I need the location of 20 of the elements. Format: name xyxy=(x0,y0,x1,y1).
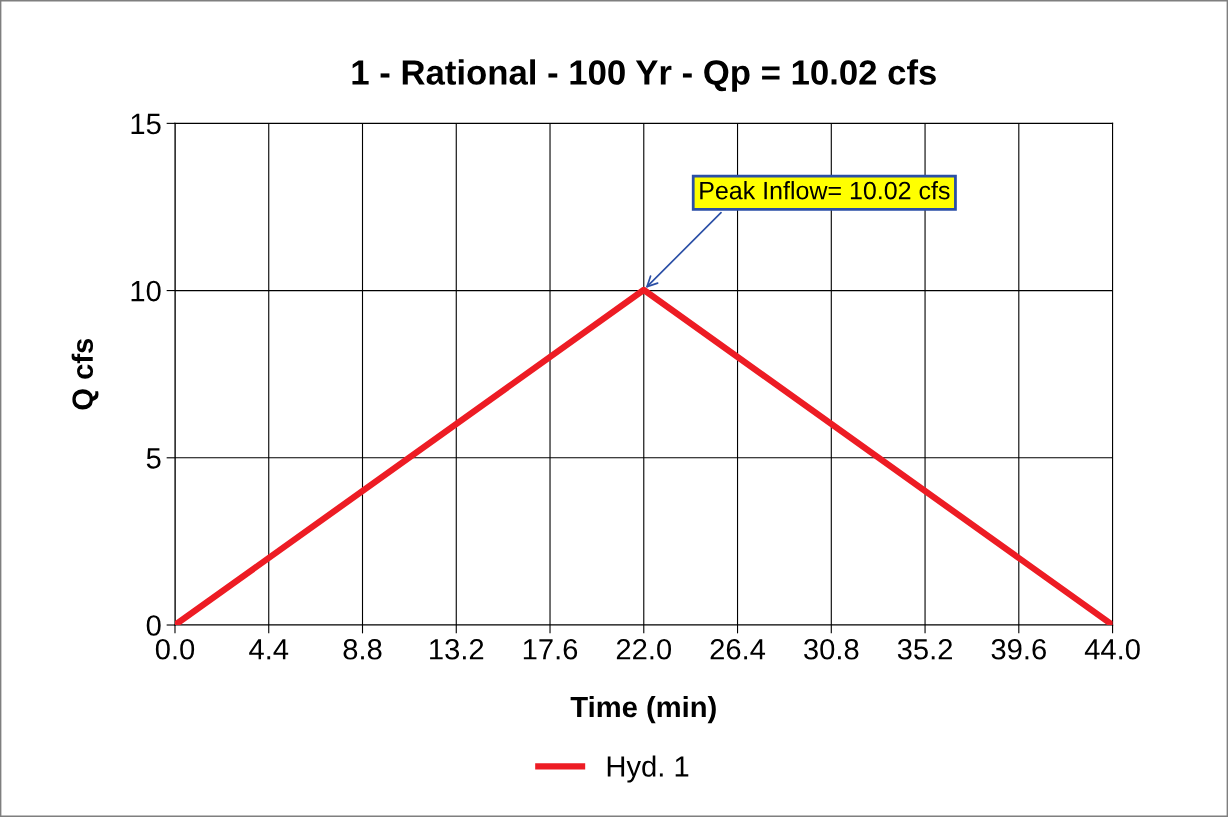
x-tick-label: 13.2 xyxy=(430,638,484,660)
x-tick-label: 26.4 xyxy=(710,638,766,660)
annotation: Peak Inflow= 10.02 cfs xyxy=(700,181,950,200)
y-tick-label: 0 xyxy=(146,615,161,636)
legend-label: Hyd. 1 xyxy=(607,755,689,783)
x-tick-label: 22.0 xyxy=(616,638,672,660)
chart-title: 1 - Rational - 100 Yr - Qp = 10.02 cfs xyxy=(352,59,936,92)
x-tick-label: 8.8 xyxy=(343,638,382,660)
x-tick-label: 30.8 xyxy=(804,638,859,660)
x-tick-label: 35.2 xyxy=(897,638,952,660)
x-tick-label: 0.0 xyxy=(155,638,195,660)
y-tick-label: 10 xyxy=(131,280,161,302)
x-axis-title: Time (min) xyxy=(570,695,716,724)
y-tick-label: 15 xyxy=(131,113,161,135)
x-tick-label: 17.6 xyxy=(523,638,578,660)
x-tick-label: 4.4 xyxy=(249,639,289,660)
x-tick-label: 44.0 xyxy=(1084,638,1140,660)
x-tick-label: 39.6 xyxy=(991,638,1046,660)
y-axis-title: Q cfs xyxy=(71,338,99,410)
y-tick-label: 5 xyxy=(146,448,161,469)
